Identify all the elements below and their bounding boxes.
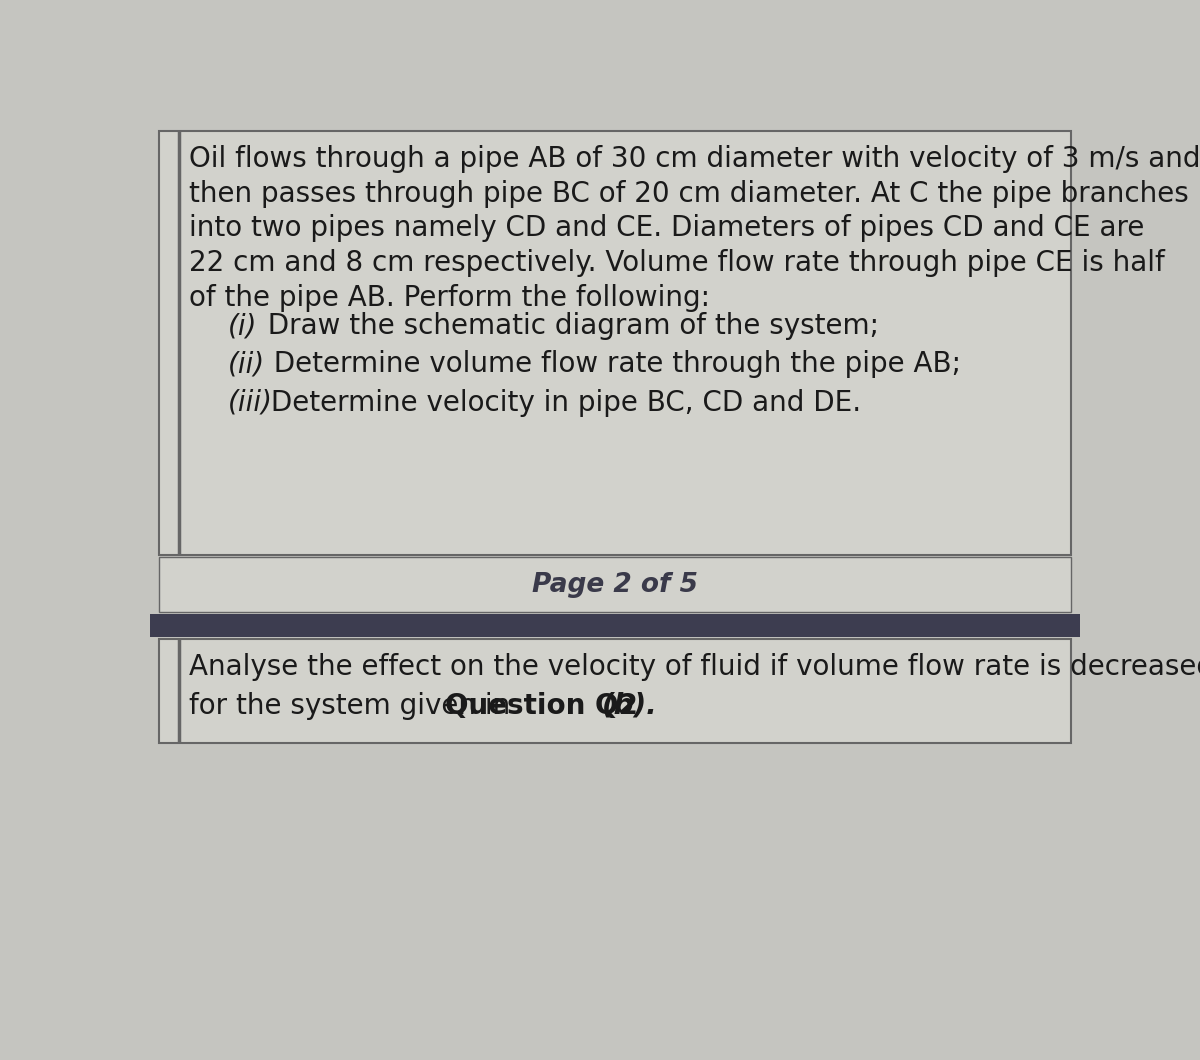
FancyBboxPatch shape (160, 556, 1070, 613)
Text: Page 2 of 5: Page 2 of 5 (532, 571, 698, 598)
Text: of the pipe AB. Perform the following:: of the pipe AB. Perform the following: (188, 283, 709, 312)
Text: Determine velocity in pipe BC, CD and DE.: Determine velocity in pipe BC, CD and DE… (263, 389, 862, 417)
Text: 22 cm and 8 cm respectively. Volume flow rate through pipe CE is half: 22 cm and 8 cm respectively. Volume flow… (188, 249, 1164, 277)
FancyBboxPatch shape (160, 131, 1070, 554)
Text: Question Q2: Question Q2 (444, 691, 647, 720)
Text: for the system given in: for the system given in (188, 691, 518, 720)
Text: (i): (i) (228, 312, 257, 340)
Text: into two pipes namely CD and CE. Diameters of pipes CD and CE are: into two pipes namely CD and CE. Diamete… (188, 214, 1144, 243)
Text: then passes through pipe BC of 20 cm diameter. At C the pipe branches: then passes through pipe BC of 20 cm dia… (188, 179, 1188, 208)
FancyBboxPatch shape (160, 639, 1070, 743)
Text: (b).: (b). (601, 691, 658, 720)
Text: Analyse the effect on the velocity of fluid if volume flow rate is decreased: Analyse the effect on the velocity of fl… (188, 653, 1200, 682)
Text: (ii): (ii) (228, 351, 265, 378)
Text: Oil flows through a pipe AB of 30 cm diameter with velocity of 3 m/s and: Oil flows through a pipe AB of 30 cm dia… (188, 145, 1200, 173)
FancyBboxPatch shape (150, 614, 1080, 637)
Text: Draw the schematic diagram of the system;: Draw the schematic diagram of the system… (251, 312, 880, 340)
Text: (iii): (iii) (228, 389, 272, 417)
Text: Determine volume flow rate through the pipe AB;: Determine volume flow rate through the p… (257, 351, 961, 378)
